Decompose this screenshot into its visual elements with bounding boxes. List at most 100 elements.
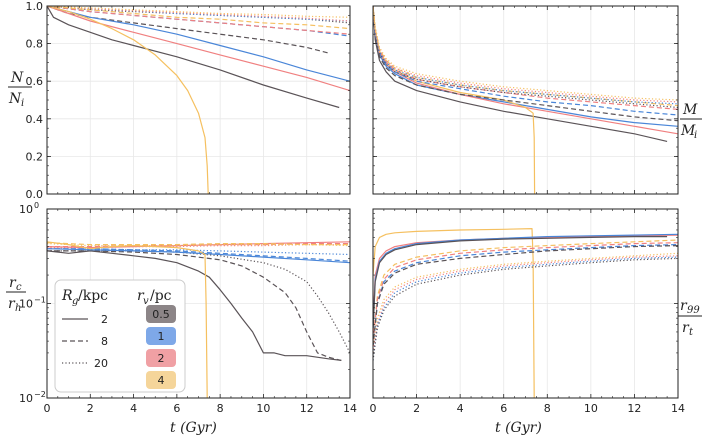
series-line: Rg=20, rv=1 [373, 256, 678, 361]
series-line: Rg=8, rv=0.5 [47, 250, 342, 361]
ylabel-numerator: r [680, 298, 688, 314]
legend-rv-subscript: v [143, 296, 149, 307]
panel-top-right: Rg=2, rv=0.5Rg=2, rv=1Rg=2, rv=2Rg=2, rv… [372, 5, 679, 195]
y-tick-exponent: −2 [34, 390, 46, 399]
y-tick-label: 0.2 [26, 150, 44, 163]
series-line: Rg=20, rv=2 [373, 255, 678, 353]
panel-bottom-right: Rg=2, rv=4Rg=2, rv=2Rg=2, rv=1Rg=2, rv=0… [370, 208, 685, 415]
y-tick-base: 10 [19, 203, 33, 216]
ylabel-subscript: c [16, 282, 22, 293]
ylabel-denominator: N [8, 91, 22, 107]
legend-rg-label: 20 [94, 357, 108, 370]
legend-rg-entry: 20 [62, 357, 108, 370]
legend: R g /kpc r v /pc 2 8 20 0.5 1 2 4 [54, 279, 186, 393]
legend-rv-entry: 4 [146, 371, 176, 389]
ylabel-denominator: r [682, 320, 690, 336]
series-line: Rg=2, rv=4 [47, 6, 209, 194]
axes-frame [372, 5, 679, 195]
y-tick-base: 10 [19, 298, 33, 311]
series-line: Rg=2, rv=0.5 [47, 250, 342, 361]
legend-rg-unit: /kpc [78, 288, 108, 304]
series-group: Rg=2, rv=4Rg=2, rv=2Rg=2, rv=1Rg=2, rv=0… [373, 228, 678, 398]
x-tick-label: 8 [217, 402, 224, 415]
x-tick-label: 10 [584, 402, 598, 415]
y-axis-label-N: N N i [8, 70, 32, 109]
legend-swatch [146, 305, 176, 323]
ylabel-subscript: t [689, 327, 694, 338]
x-tick-label: 0 [44, 402, 51, 415]
y-tick-exponent: −1 [34, 296, 46, 305]
y-tick-exponent: 0 [34, 201, 39, 210]
legend-rv-entry: 2 [146, 349, 176, 367]
series-line: Rg=20, rv=2 [373, 6, 678, 103]
series-line: Rg=2, rv=0.5 [47, 6, 340, 109]
legend-rv-title: r v /pc [137, 288, 172, 307]
y-tick-label: 10 −1 [19, 296, 46, 311]
series-line: Rg=8, rv=0.5 [373, 6, 678, 122]
series-line: Rg=20, rv=4 [373, 6, 678, 101]
x-tick-label: 10 [256, 402, 270, 415]
x-tick-label: 0 [370, 402, 377, 415]
x-tick-label: 2 [87, 402, 94, 415]
x-tick-label: 6 [500, 402, 507, 415]
ylabel-subscript: h [15, 303, 21, 314]
ylabel-numerator: N [10, 70, 24, 86]
series-line: Rg=8, rv=4 [47, 6, 350, 30]
series-line: Rg=8, rv=2 [373, 242, 678, 342]
y-axis-label-M: M M i [680, 102, 702, 141]
x-tick-label: 14 [671, 402, 685, 415]
x-tick-label: 8 [544, 402, 551, 415]
series-line: Rg=20, rv=2 [47, 6, 350, 22]
series-line: Rg=2, rv=1 [47, 248, 350, 264]
series-line: Rg=2, rv=2 [47, 6, 350, 92]
series-line: Rg=2, rv=0.5 [373, 236, 668, 332]
series-line: Rg=8, rv=1 [47, 248, 350, 262]
series-line: Rg=8, rv=0.5 [373, 245, 678, 347]
x-axis-label: t (Gyr) [170, 420, 217, 436]
series-line: Rg=8, rv=0.5 [47, 6, 329, 54]
y-tick-label: 0.4 [26, 113, 44, 126]
legend-rv-unit: /pc [150, 288, 172, 304]
x-tick-label: 12 [300, 402, 314, 415]
series-line: Rg=20, rv=0.5 [373, 257, 678, 361]
series-line: Rg=20, rv=4 [373, 252, 678, 353]
legend-rg-label: 8 [101, 335, 108, 348]
ylabel-denominator: r [8, 296, 16, 312]
legend-rv-label: 0.5 [152, 308, 170, 321]
series-group: Rg=2, rv=0.5Rg=2, rv=1Rg=2, rv=2Rg=2, rv… [373, 6, 678, 194]
legend-rg-label: 2 [101, 313, 108, 326]
x-axis-label-left: t (Gyr) [170, 420, 217, 436]
legend-rg-entry: 8 [62, 335, 108, 348]
y-tick-label: 0.0 [26, 188, 44, 201]
y-axis-label-r99: r 99 r t [678, 298, 702, 338]
x-tick-label: 6 [173, 402, 180, 415]
legend-rv-label: 2 [158, 352, 165, 365]
legend-rv-entry: 0.5 [146, 305, 176, 323]
y-tick-label: 10 0 [19, 201, 39, 216]
series-line: Rg=8, rv=2 [47, 243, 350, 248]
legend-rv-label: 4 [158, 374, 165, 387]
legend-rv-symbol: r [137, 288, 145, 304]
gridlines [372, 5, 679, 195]
y-tick-label: 10 −2 [19, 390, 46, 405]
y-tick-label: 1.0 [26, 0, 44, 13]
y-tick-base: 10 [19, 392, 33, 405]
x-tick-label: 12 [627, 402, 641, 415]
y-tick-label: 0.8 [26, 38, 44, 51]
legend-rg-subscript: g [72, 296, 78, 307]
legend-rg-title: R g /kpc [61, 288, 108, 307]
series-group: Rg=2, rv=0.5Rg=8, rv=0.5Rg=2, rv=1Rg=2, … [47, 6, 350, 194]
legend-swatch [146, 327, 176, 345]
series-line: Rg=20, rv=1 [47, 248, 350, 256]
ylabel-subscript: i [21, 98, 24, 109]
panel-top-left: Rg=2, rv=0.5Rg=8, rv=0.5Rg=2, rv=1Rg=2, … [26, 0, 351, 201]
x-tick-label: 4 [130, 402, 137, 415]
ylabel-subscript: 99 [687, 305, 700, 316]
series-line: Rg=8, rv=2 [47, 6, 350, 35]
series-line: Rg=2, rv=0.5 [373, 6, 668, 142]
series-line: Rg=2, rv=1 [373, 6, 678, 127]
axes-frame [46, 5, 351, 195]
series-line: Rg=2, rv=4 [47, 241, 208, 398]
legend-swatch [146, 371, 176, 389]
